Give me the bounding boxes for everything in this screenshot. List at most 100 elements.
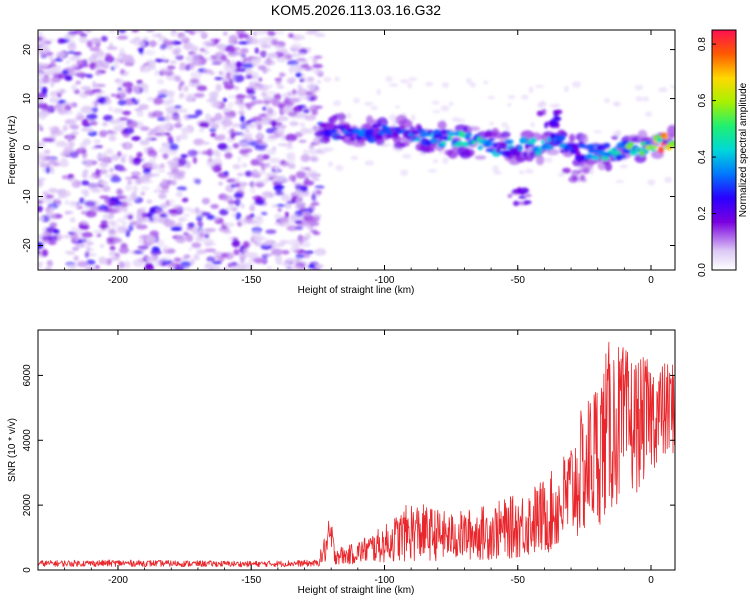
noise-cell bbox=[120, 68, 125, 75]
noise-cell bbox=[175, 54, 185, 61]
noise-cell bbox=[223, 65, 230, 72]
noise-cell bbox=[91, 106, 98, 113]
noise-cell bbox=[250, 58, 262, 64]
noise-cell bbox=[109, 167, 114, 173]
signal-core bbox=[645, 140, 652, 146]
faint-cell bbox=[370, 106, 378, 111]
noise-cell bbox=[131, 30, 139, 33]
noise-cell bbox=[38, 111, 47, 120]
noise-cell bbox=[38, 205, 43, 213]
noise-cell bbox=[307, 264, 316, 269]
noise-cell bbox=[65, 102, 73, 106]
faint-cell bbox=[544, 157, 553, 163]
faint-cell bbox=[323, 76, 332, 83]
faint-cell bbox=[507, 95, 516, 99]
noise-cell bbox=[229, 203, 234, 207]
noise-cell bbox=[231, 239, 241, 248]
noise-cell bbox=[60, 158, 68, 162]
noise-cell bbox=[218, 226, 230, 233]
faint-cell bbox=[505, 125, 510, 131]
noise-cell bbox=[38, 250, 41, 255]
noise-cell bbox=[180, 154, 188, 159]
noise-cell bbox=[174, 105, 182, 109]
noise-cell bbox=[78, 224, 90, 230]
noise-cell bbox=[162, 244, 170, 252]
faint-cell bbox=[350, 155, 359, 161]
noise-cell bbox=[248, 252, 259, 259]
noise-cell bbox=[298, 139, 307, 143]
noise-cell bbox=[141, 206, 147, 212]
faint-cell bbox=[376, 88, 382, 96]
noise-cell bbox=[159, 213, 168, 218]
signal-halo bbox=[474, 155, 487, 160]
noise-cell bbox=[64, 210, 72, 215]
noise-cell bbox=[49, 207, 54, 213]
noise-cell bbox=[139, 139, 150, 146]
noise-cell bbox=[276, 116, 289, 122]
noise-cell bbox=[64, 74, 73, 82]
faint-cell bbox=[593, 130, 602, 134]
noise-cell bbox=[262, 106, 267, 111]
signal-core bbox=[466, 132, 473, 138]
noise-cell bbox=[180, 260, 192, 268]
spectrogram-x-label: Height of straight line (km) bbox=[298, 285, 415, 296]
noise-cell bbox=[183, 85, 189, 92]
noise-cell bbox=[60, 89, 65, 94]
noise-cell bbox=[215, 83, 222, 92]
noise-cell bbox=[92, 230, 104, 234]
noise-cell bbox=[117, 87, 122, 91]
colorbar: 0.0 0.2 0.4 0.6 0.8 Normalized spectral ampl… bbox=[697, 29, 749, 277]
noise-cell bbox=[169, 60, 177, 64]
noise-cell bbox=[112, 238, 123, 244]
noise-cell bbox=[190, 71, 203, 80]
noise-cell bbox=[300, 165, 305, 172]
noise-cell bbox=[207, 157, 213, 163]
secondary-blob bbox=[582, 167, 590, 174]
noise-cell bbox=[99, 243, 105, 248]
noise-cell bbox=[42, 76, 51, 84]
noise-cell bbox=[70, 150, 79, 159]
noise-cell bbox=[295, 112, 307, 119]
faint-cell bbox=[528, 86, 534, 94]
noise-cell bbox=[169, 143, 179, 151]
x-tick-label: -200 bbox=[108, 575, 128, 586]
noise-cell bbox=[186, 227, 194, 231]
noise-cell bbox=[193, 253, 200, 261]
noise-cell bbox=[302, 211, 311, 217]
signal-core bbox=[372, 131, 378, 135]
noise-cell bbox=[122, 81, 133, 88]
noise-cell bbox=[218, 134, 226, 138]
faint-cell bbox=[385, 76, 393, 83]
noise-cell bbox=[104, 98, 112, 105]
secondary-blob bbox=[525, 193, 532, 198]
noise-cell bbox=[38, 72, 45, 78]
y-tick-label: -20 bbox=[22, 238, 33, 253]
noise-cell bbox=[295, 225, 304, 230]
noise-cell bbox=[182, 213, 191, 217]
noise-cell bbox=[91, 88, 102, 93]
faint-cell bbox=[335, 164, 344, 171]
noise-cell bbox=[157, 93, 168, 98]
noise-cell bbox=[224, 152, 233, 159]
signal-core bbox=[627, 141, 635, 147]
noise-cell bbox=[273, 185, 285, 190]
noise-cell bbox=[48, 160, 58, 165]
noise-cell bbox=[69, 217, 76, 223]
noise-cell bbox=[140, 191, 146, 196]
noise-cell bbox=[57, 38, 66, 44]
faint-cell bbox=[400, 79, 409, 84]
secondary-blob bbox=[580, 174, 585, 181]
noise-cell bbox=[149, 230, 159, 237]
noise-cell bbox=[188, 62, 195, 70]
noise-cell bbox=[273, 243, 286, 247]
noise-cell bbox=[137, 245, 149, 250]
signal-core bbox=[570, 143, 580, 149]
noise-cell bbox=[240, 115, 245, 123]
noise-cell bbox=[167, 135, 173, 142]
signal-halo bbox=[437, 120, 447, 130]
noise-cell bbox=[86, 259, 96, 266]
noise-cell bbox=[264, 177, 270, 183]
noise-cell bbox=[304, 114, 317, 121]
noise-cell bbox=[38, 84, 43, 91]
signal-halo bbox=[634, 153, 647, 164]
